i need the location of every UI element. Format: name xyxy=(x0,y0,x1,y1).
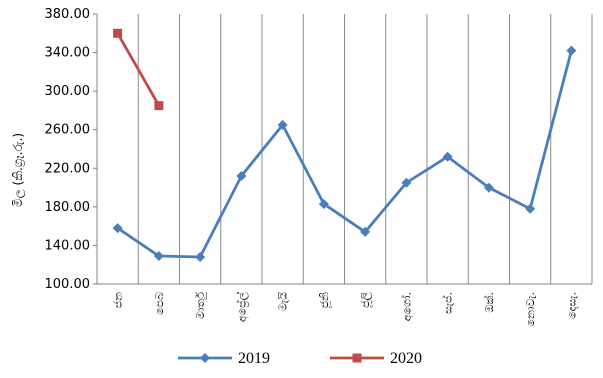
x-tick-label: ජූනි xyxy=(318,292,331,309)
y-tick-labels: 100.00 140.00 180.00 220.00 260.00 300.00 340.… xyxy=(45,7,91,292)
x-tick-label: පෙබ xyxy=(153,292,166,315)
x-tick-label: ජන xyxy=(112,292,125,308)
data-point-2020 xyxy=(154,101,164,111)
grid-lines xyxy=(137,14,593,284)
data-point-2019 xyxy=(195,252,206,262)
x-tick-label: මැයි xyxy=(277,292,290,311)
x-tick-label: අගෝ. xyxy=(399,292,414,321)
data-point-2019 xyxy=(525,203,536,214)
y-tick-label: 340.00 xyxy=(45,46,91,61)
x-tick-label: දෙසැ. xyxy=(565,292,578,319)
data-point-2019 xyxy=(566,45,577,56)
series-line-2020 xyxy=(116,32,161,107)
x-tick-label: ඔක්. xyxy=(482,292,496,313)
legend-label-2019: 2019 xyxy=(238,350,270,367)
data-point-2019 xyxy=(153,251,164,262)
x-tick-label: නොවැ. xyxy=(524,292,537,327)
series-group xyxy=(112,28,577,262)
data-point-2019 xyxy=(112,223,123,234)
data-point-2019 xyxy=(442,151,453,162)
legend-marker-2020 xyxy=(352,353,362,363)
series-line-2019 xyxy=(116,50,573,259)
x-tick-label: අප්‍රේල් xyxy=(234,291,249,322)
y-tick-label: 180.00 xyxy=(45,200,91,215)
legend-marker-2019 xyxy=(200,353,210,363)
data-point-2019 xyxy=(360,226,371,237)
x-tick-label: මාර්තු xyxy=(194,292,207,319)
y-tick-label: 300.00 xyxy=(45,84,91,99)
x-tick-labels: ජන පෙබ මාර්තු අප්‍රේල් මැයි ජූනි ජූලි අගෝ. සැප්.… xyxy=(112,291,579,326)
data-point-2019 xyxy=(483,182,494,193)
axes xyxy=(93,13,592,285)
data-point-2020 xyxy=(113,28,123,38)
y-axis-title: මිල (කි.ග්‍රෑ.රු.) xyxy=(11,133,26,207)
y-tick-label: 100.00 xyxy=(45,277,91,292)
y-tick-label: 140.00 xyxy=(45,238,91,253)
data-point-2019 xyxy=(401,177,412,188)
y-tick-label: 220.00 xyxy=(45,161,91,176)
x-tick-label: ජූලි xyxy=(359,291,373,308)
data-point-2019 xyxy=(236,171,247,181)
data-point-2019 xyxy=(318,198,329,209)
y-tick-label: 260.00 xyxy=(45,123,91,138)
x-tick-label: සැප්. xyxy=(441,292,455,314)
y-tick-label: 380.00 xyxy=(45,7,91,22)
legend-label-2020: 2020 xyxy=(390,350,422,367)
data-point-2019 xyxy=(277,119,288,130)
legend: 2019 2020 xyxy=(178,350,422,367)
